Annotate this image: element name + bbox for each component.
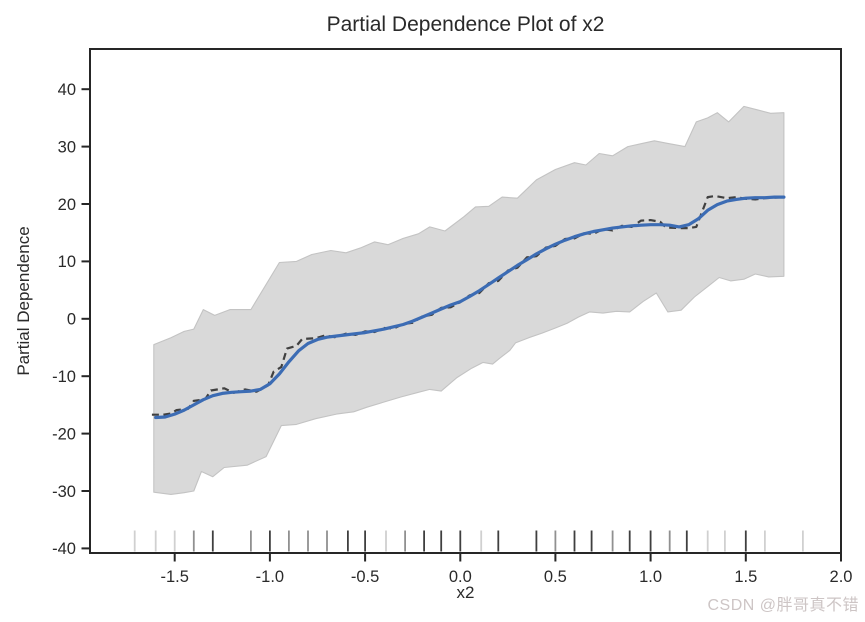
x-tick-label: -0.5 [351,568,379,586]
x-axis-label: x2 [456,583,475,602]
plot-border [89,48,842,554]
y-axis-label: Partial Dependence [14,226,33,376]
y-tick-label: 30 [58,138,76,156]
x-tick-label: 1.0 [639,568,662,586]
y-tick-label: 40 [58,81,76,99]
x-tick-label: -1.0 [256,568,284,586]
confidence-band [153,105,785,495]
x-tick-label: 0.0 [449,568,472,586]
chart-title: Partial Dependence Plot of x2 [326,13,605,36]
y-tick-label: 10 [58,253,76,271]
x-tick-label: 1.5 [734,568,757,586]
x-tick-label: -1.5 [160,568,188,586]
csdn-watermark: CSDN @胖哥真不错 [707,597,859,614]
x-tick-label: 2.0 [830,568,853,586]
y-tick-label: -40 [52,540,76,558]
y-tick-label: -20 [52,425,76,443]
y-tick-label: 20 [58,196,76,214]
x-tick-label: 0.5 [544,568,567,586]
y-tick-label: 0 [67,311,76,329]
y-tick-label: -10 [52,368,76,386]
y-tick-label: -30 [52,483,76,501]
smoothed-pdp-line [154,195,786,420]
